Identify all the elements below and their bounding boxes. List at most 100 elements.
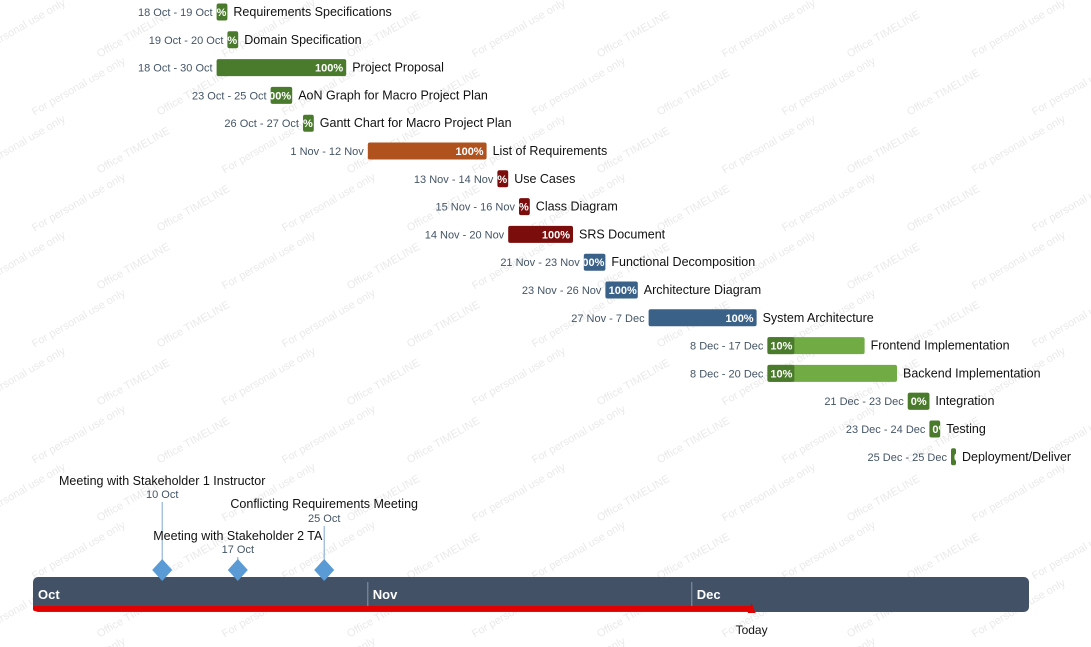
task-list-of-requirements: 100% 1 Nov - 12 Nov List of Requirements	[290, 142, 608, 160]
task-list-of-requirements-date-label: 1 Nov - 12 Nov	[290, 146, 364, 158]
task-deployment-deliver: 0% 25 Dec - 25 Dec Deployment/Deliver	[868, 448, 1071, 466]
task-use-cases: 100%13 Nov - 14 Nov Use Cases	[414, 170, 575, 188]
today-progress-line	[33, 606, 752, 611]
task-gantt-chart-for-macro-project-plan-percent-label: 100%	[285, 118, 313, 130]
milestone-conflicting-requirements-meeting-diamond-icon[interactable]	[314, 559, 335, 581]
task-system-architecture-name-label: System Architecture	[763, 311, 874, 325]
milestone-meeting-with-stakeholder-1-instructor: Meeting with Stakeholder 1 Instructor10 …	[59, 474, 265, 581]
task-system-architecture-date-label: 27 Nov - 7 Dec	[571, 313, 645, 325]
task-requirements-specifications-name-label: Requirements Specifications	[233, 5, 391, 19]
task-functional-decomposition-date-label: 21 Nov - 23 Nov	[500, 257, 580, 269]
task-class-diagram: 100%15 Nov - 16 Nov Class Diagram	[436, 198, 618, 216]
task-srs-document-date-label: 14 Nov - 20 Nov	[425, 229, 505, 241]
task-testing-percent-label: 0%	[932, 424, 948, 436]
task-architecture-diagram-name-label: Architecture Diagram	[644, 283, 761, 297]
task-functional-decomposition-percent-label: 100%	[576, 257, 604, 269]
task-architecture-diagram: 100% 23 Nov - 26 Nov Architecture Diagram	[522, 281, 761, 299]
task-testing-date-label: 23 Dec - 24 Dec	[846, 424, 926, 436]
task-class-diagram-name-label: Class Diagram	[536, 200, 618, 214]
task-testing-name-label: Testing	[946, 422, 986, 436]
task-domain-specification-percent-label: 100%	[209, 35, 237, 47]
task-architecture-diagram-percent-label: 100%	[609, 285, 637, 297]
task-project-proposal-bar[interactable]	[216, 59, 347, 77]
task-domain-specification-name-label: Domain Specification	[244, 33, 361, 47]
task-use-cases-bar[interactable]	[497, 170, 509, 188]
task-backend-implementation-bar[interactable]	[767, 364, 897, 382]
task-requirements-specifications-bar[interactable]	[216, 3, 228, 21]
task-integration-percent-label: 0%	[911, 396, 927, 408]
task-gantt-chart-for-macro-project-plan-name-label: Gantt Chart for Macro Project Plan	[320, 116, 512, 130]
task-project-proposal-date-label: 18 Oct - 30 Oct	[138, 63, 213, 75]
task-aon-graph-for-macro-project-plan: 100%23 Oct - 25 Oct AoN Graph for Macro P…	[192, 86, 488, 104]
task-functional-decomposition-bar[interactable]	[583, 253, 606, 271]
task-list-of-requirements-percent-label: 100%	[455, 146, 483, 158]
task-aon-graph-for-macro-project-plan-date-label: 23 Oct - 25 Oct	[192, 90, 267, 102]
month-label-nov: Nov	[373, 587, 398, 602]
task-deployment-deliver-date-label: 25 Dec - 25 Dec	[868, 452, 948, 464]
task-architecture-diagram-bar[interactable]	[605, 281, 638, 299]
task-project-proposal-percent-label: 100%	[315, 63, 343, 75]
task-use-cases-percent-label: 100%	[479, 174, 507, 186]
task-domain-specification-date-label: 19 Oct - 20 Oct	[149, 35, 224, 47]
task-domain-specification: 100%19 Oct - 20 Oct Domain Specification	[149, 31, 362, 49]
task-requirements-specifications-date-label: 18 Oct - 19 Oct	[138, 7, 213, 19]
task-testing-bar[interactable]	[929, 420, 941, 438]
task-architecture-diagram-date-label: 23 Nov - 26 Nov	[522, 285, 602, 297]
task-integration: 0% 21 Dec - 23 Dec Integration	[824, 392, 995, 410]
task-frontend-implementation-name-label: Frontend Implementation	[871, 339, 1010, 353]
task-gantt-chart-for-macro-project-plan-date-label: 26 Oct - 27 Oct	[224, 118, 299, 130]
task-system-architecture-percent-label: 100%	[725, 313, 753, 325]
task-list-of-requirements-name-label: List of Requirements	[493, 144, 608, 158]
milestone-conflicting-requirements-meeting: Conflicting Requirements Meeting 25 Oct	[230, 497, 418, 581]
task-backend-implementation-name-label: Backend Implementation	[903, 366, 1041, 380]
task-backend-implementation: 10% 8 Dec - 20 Dec Backend Implementation	[690, 364, 1041, 382]
task-system-architecture: 100% 27 Nov - 7 Dec System Architecture	[571, 309, 874, 327]
task-gantt-chart-for-macro-project-plan-bar[interactable]	[303, 114, 314, 132]
task-use-cases-name-label: Use Cases	[514, 172, 575, 186]
task-requirements-specifications-percent-label: 100%	[198, 7, 226, 19]
task-functional-decomposition-name-label: Functional Decomposition	[611, 255, 755, 269]
task-srs-document-percent-label: 100%	[542, 229, 570, 241]
task-integration-name-label: Integration	[935, 394, 994, 408]
task-class-diagram-date-label: 15 Nov - 16 Nov	[436, 202, 516, 214]
task-requirements-specifications: 100%18 Oct - 19 Oct Requirements Specific…	[138, 3, 392, 21]
task-class-diagram-percent-label: 100%	[501, 202, 529, 214]
task-aon-graph-for-macro-project-plan-name-label: AoN Graph for Macro Project Plan	[298, 88, 488, 102]
task-backend-implementation-date-label: 8 Dec - 20 Dec	[690, 368, 764, 380]
task-backend-implementation-progress-fill	[767, 364, 795, 382]
milestone-meeting-with-stakeholder-2-ta-date-label: 17 Oct	[222, 544, 254, 556]
task-srs-document-name-label: SRS Document	[579, 227, 666, 241]
task-use-cases-date-label: 13 Nov - 14 Nov	[414, 174, 494, 186]
task-frontend-implementation-progress-fill	[767, 337, 795, 355]
month-label-dec: Dec	[697, 587, 721, 602]
task-aon-graph-for-macro-project-plan-percent-label: 100%	[263, 90, 291, 102]
task-domain-specification-bar[interactable]	[227, 31, 239, 49]
task-integration-progress-fill	[907, 392, 930, 410]
task-class-diagram-bar[interactable]	[519, 198, 530, 216]
task-deployment-deliver-bar[interactable]	[951, 448, 956, 466]
task-list-of-requirements-bar[interactable]	[367, 142, 487, 160]
milestone-meeting-with-stakeholder-1-instructor-date-label: 10 Oct	[146, 489, 178, 501]
timeline-axis-bar	[33, 577, 1029, 612]
task-aon-graph-for-macro-project-plan-bar[interactable]	[270, 86, 293, 104]
task-integration-date-label: 21 Dec - 23 Dec	[824, 396, 904, 408]
task-project-proposal-name-label: Project Proposal	[352, 61, 444, 75]
task-frontend-implementation-date-label: 8 Dec - 17 Dec	[690, 341, 764, 353]
today-label: Today	[736, 623, 768, 637]
today-marker-icon	[747, 603, 756, 613]
task-srs-document-bar[interactable]	[508, 225, 573, 243]
milestone-meeting-with-stakeholder-1-instructor-diamond-icon[interactable]	[152, 559, 173, 581]
task-project-proposal: 100% 18 Oct - 30 Oct Project Proposal	[138, 59, 444, 77]
timeline-axis: Oct Nov Dec Today	[33, 577, 1029, 637]
milestone-conflicting-requirements-meeting-date-label: 25 Oct	[308, 513, 340, 525]
milestone-meeting-with-stakeholder-2-ta-diamond-icon[interactable]	[227, 559, 248, 581]
task-backend-implementation-percent-label: 10%	[770, 368, 792, 380]
milestone-meeting-with-stakeholder-2-ta-name-label: Meeting with Stakeholder 2 TA	[153, 529, 323, 543]
task-functional-decomposition: 100%21 Nov - 23 Nov Functional Decomposit…	[500, 253, 755, 271]
task-frontend-implementation-percent-label: 10%	[770, 341, 792, 353]
milestone-meeting-with-stakeholder-1-instructor-name-label: Meeting with Stakeholder 1 Instructor	[59, 474, 265, 488]
milestone-conflicting-requirements-meeting-name-label: Conflicting Requirements Meeting	[230, 497, 418, 511]
task-system-architecture-bar[interactable]	[648, 309, 757, 327]
